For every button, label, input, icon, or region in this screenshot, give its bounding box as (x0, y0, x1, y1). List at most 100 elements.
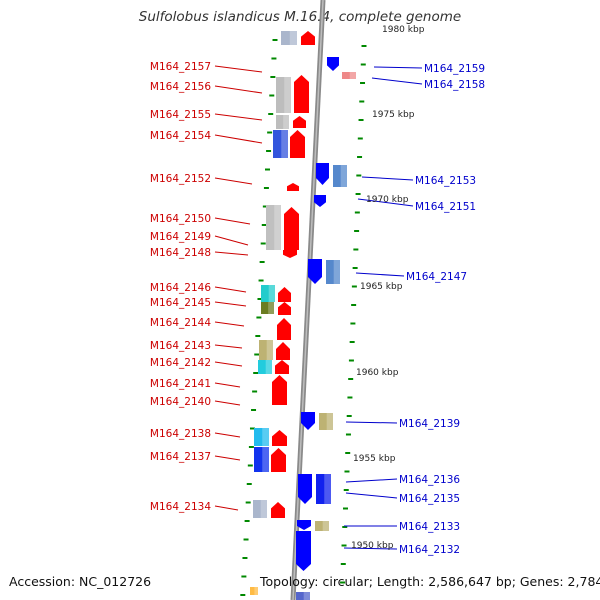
leader-line (345, 478, 398, 483)
leader-line (214, 217, 251, 225)
genome-title: Sulfolobus islandicus M.16.4, complete g… (138, 9, 462, 25)
gene-block (342, 72, 356, 79)
forward-gene-arrow (284, 207, 299, 250)
gene-shade (283, 115, 289, 129)
forward-gene-arrow (276, 342, 290, 360)
leader-line (371, 77, 423, 85)
gene-block (253, 500, 267, 518)
reverse-gene-arrow (298, 474, 312, 504)
leader-line (214, 455, 241, 461)
leader-line (214, 432, 241, 438)
gene-label-left: M164_2150 (150, 213, 211, 225)
reverse-gene-arrow (283, 250, 297, 258)
accession-text: Accession: NC_012726 (9, 574, 152, 589)
gene-label-left: M164_2146 (150, 282, 211, 294)
leader-line (214, 344, 243, 349)
gene-shade (281, 130, 288, 158)
leader-line (357, 198, 414, 207)
forward-gene-arrow (277, 318, 291, 340)
reverse-gene-arrow (297, 520, 311, 530)
leader-line (214, 505, 239, 511)
gene-label-left: M164_2155 (150, 109, 211, 121)
leader-line (214, 177, 253, 185)
leader-line (214, 85, 263, 94)
reverse-gene-arrow (327, 57, 339, 71)
position-label: 1980 kbp (382, 25, 425, 35)
reverse-gene-arrow (308, 259, 322, 284)
reverse-gene-arrow (316, 163, 329, 185)
position-label: 1970 kbp (366, 195, 409, 205)
leader-line (373, 66, 423, 69)
position-label: 1975 kbp (372, 110, 415, 120)
gene-shade (268, 302, 274, 314)
forward-gene-arrow (275, 360, 289, 374)
position-label: 1960 kbp (356, 368, 399, 378)
gene-shade (266, 340, 273, 360)
gene-block (276, 77, 291, 113)
gene-block (254, 428, 269, 446)
leader-line (214, 113, 263, 121)
leader-line (214, 134, 263, 144)
gene-label-left: M164_2143 (150, 340, 211, 352)
right-gene-labels: M164_2159 M164_2158 M164_2153 M164_2151 M164… (399, 63, 485, 556)
gene-shade (262, 447, 269, 472)
gene-label-right: M164_2151 (415, 201, 476, 213)
gene-label-right: M164_2158 (424, 79, 485, 91)
gene-block (261, 285, 275, 302)
gene-label-left: M164_2144 (150, 317, 211, 329)
gene-block (259, 340, 273, 360)
leader-line (214, 321, 245, 327)
forward-gene-arrow (290, 130, 305, 158)
forward-gene-arrow (293, 116, 306, 128)
gene-label-left: M164_2145 (150, 297, 211, 309)
gene-shade (333, 260, 340, 284)
gene-block (266, 205, 281, 250)
leader-line (345, 421, 398, 424)
gene-block (326, 260, 340, 284)
gene-label-right: M164_2136 (399, 474, 460, 486)
gene-shade (262, 428, 269, 446)
gene-block (273, 130, 288, 158)
gene-block (333, 165, 347, 187)
gene-shade (289, 31, 297, 45)
gene-shade (349, 72, 356, 79)
gene-label-left: M164_2156 (150, 81, 211, 93)
gene-label-left: M164_2134 (150, 501, 211, 513)
forward-gene-arrow (272, 430, 287, 446)
gene-shade (268, 285, 275, 302)
leader-line (214, 286, 247, 293)
gene-label-right: M164_2147 (406, 271, 467, 283)
gene-label-left: M164_2142 (150, 357, 211, 369)
gene-label-left: M164_2149 (150, 231, 211, 243)
gene-label-right: M164_2133 (399, 521, 460, 533)
forward-gene-arrow (287, 183, 299, 191)
position-label: 1965 kbp (360, 282, 403, 292)
forward-gene-arrow (271, 448, 286, 472)
reverse-gene-arrow (301, 412, 315, 430)
gene-label-right: M164_2159 (424, 63, 485, 75)
gene-block (276, 115, 289, 129)
gene-label-left: M164_2148 (150, 247, 211, 259)
forward-gene-arrow (278, 302, 291, 315)
leader-line (214, 361, 243, 367)
forward-gene-arrow (271, 502, 285, 518)
gene-features (250, 31, 356, 600)
leader-line (214, 382, 241, 388)
gene-label-right: M164_2132 (399, 544, 460, 556)
reverse-gene-arrow (314, 195, 326, 207)
position-label: 1955 kbp (353, 454, 396, 464)
leader-line (361, 176, 414, 181)
gene-block (281, 31, 297, 45)
gene-label-right: M164_2153 (415, 175, 476, 187)
reverse-gene-arrow (296, 531, 311, 571)
gene-block (254, 447, 269, 472)
leader-line (214, 251, 249, 256)
gene-label-left: M164_2157 (150, 61, 211, 73)
gene-label-left: M164_2137 (150, 451, 211, 463)
gene-label-left: M164_2141 (150, 378, 211, 390)
gene-label-left: M164_2138 (150, 428, 211, 440)
leader-line (214, 65, 263, 73)
gene-block (261, 302, 274, 314)
leader-line (214, 400, 241, 406)
